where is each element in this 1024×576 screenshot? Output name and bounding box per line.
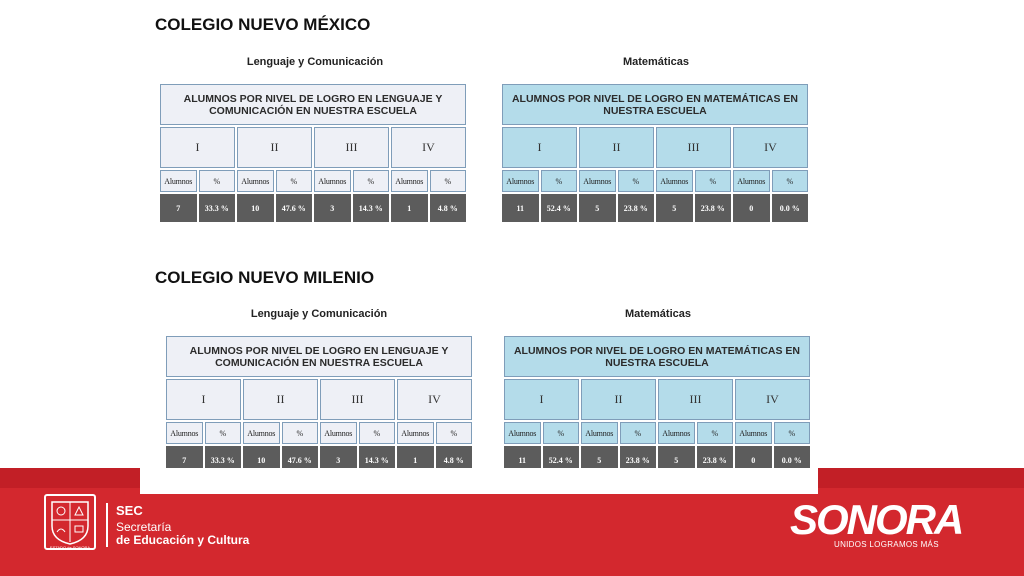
sonora-logo: SONORA <box>790 496 964 543</box>
results-table-math: ALUMNOS POR NIVEL DE LOGRO EN MATEMÁTICA… <box>500 82 810 224</box>
sub-header-cell: Alumnos <box>166 422 203 444</box>
sub-header-cell: % <box>694 170 731 192</box>
sub-header-cell: % <box>352 170 389 192</box>
content-tab <box>140 468 818 494</box>
value-cell: 14.3 % <box>352 194 389 222</box>
subject-label-math: Matemáticas <box>622 56 690 68</box>
sub-header-cell: % <box>773 422 810 444</box>
results-table-math: ALUMNOS POR NIVEL DE LOGRO EN MATEMÁTICA… <box>502 334 812 476</box>
level-cell: III <box>656 127 731 168</box>
value-cell: 23.8 % <box>617 194 654 222</box>
sec-divider <box>106 503 108 547</box>
value-cell: 23.8 % <box>694 194 731 222</box>
sub-header-cell: Alumnos <box>733 170 770 192</box>
value-cell: 3 <box>314 194 351 222</box>
sub-header-cell: Alumnos <box>314 170 351 192</box>
table-header: ALUMNOS POR NIVEL DE LOGRO EN LENGUAJE Y… <box>166 336 472 377</box>
sec-subtitle-line1: Secretaría <box>116 520 172 534</box>
level-cell: IV <box>391 127 466 168</box>
level-cell: III <box>314 127 389 168</box>
sub-header-cell: % <box>281 422 318 444</box>
value-cell: 52.4 % <box>540 194 577 222</box>
level-cell: I <box>504 379 579 420</box>
value-cell: 47.6 % <box>275 194 312 222</box>
subject-label-math: Matemáticas <box>624 308 692 320</box>
value-cell: 4.8 % <box>429 194 466 222</box>
sub-header-cell: Alumnos <box>658 422 695 444</box>
level-cell: II <box>579 127 654 168</box>
sub-header-cell: % <box>429 170 466 192</box>
sub-header-cell: % <box>617 170 654 192</box>
subject-label-lang: Lenguaje y Comunicación <box>246 56 384 68</box>
sub-header-cell: Alumnos <box>160 170 197 192</box>
sub-header-cell: % <box>275 170 312 192</box>
sub-header-cell: Alumnos <box>735 422 772 444</box>
value-cell: 5 <box>579 194 616 222</box>
state-seal-logo <box>44 494 96 550</box>
sub-header-cell: Alumnos <box>581 422 618 444</box>
sub-header-cell: Alumnos <box>656 170 693 192</box>
level-cell: II <box>243 379 318 420</box>
sub-header-cell: % <box>204 422 241 444</box>
value-cell: 7 <box>160 194 197 222</box>
results-table-lang: ALUMNOS POR NIVEL DE LOGRO EN LENGUAJE Y… <box>158 82 468 224</box>
sub-header-cell: Alumnos <box>320 422 357 444</box>
level-cell: I <box>166 379 241 420</box>
level-cell: IV <box>733 127 808 168</box>
level-cell: III <box>320 379 395 420</box>
school-title: COLEGIO NUEVO MILENIO <box>155 268 375 287</box>
sub-header-cell: Alumnos <box>237 170 274 192</box>
value-cell: 0 <box>733 194 770 222</box>
sec-subtitle-line2: de Educación y Cultura <box>116 533 250 547</box>
level-cell: II <box>581 379 656 420</box>
sub-header-cell: Alumnos <box>502 170 539 192</box>
table-header: ALUMNOS POR NIVEL DE LOGRO EN MATEMÁTICA… <box>504 336 810 377</box>
table-header: ALUMNOS POR NIVEL DE LOGRO EN LENGUAJE Y… <box>160 84 466 125</box>
subject-label-lang: Lenguaje y Comunicación <box>250 308 388 320</box>
value-cell: 11 <box>502 194 539 222</box>
value-cell: 10 <box>237 194 274 222</box>
table-header: ALUMNOS POR NIVEL DE LOGRO EN MATEMÁTICA… <box>502 84 808 125</box>
level-cell: II <box>237 127 312 168</box>
sec-title: SEC <box>116 503 143 518</box>
sub-header-cell: % <box>619 422 656 444</box>
value-cell: 5 <box>656 194 693 222</box>
seal-label: ESTADO de SONORA <box>49 545 91 550</box>
level-cell: I <box>502 127 577 168</box>
sub-header-cell: % <box>540 170 577 192</box>
sub-header-cell: % <box>696 422 733 444</box>
sub-header-cell: Alumnos <box>243 422 280 444</box>
sub-header-cell: % <box>358 422 395 444</box>
value-cell: 33.3 % <box>198 194 235 222</box>
level-cell: I <box>160 127 235 168</box>
sub-header-cell: Alumnos <box>397 422 434 444</box>
sub-header-cell: Alumnos <box>504 422 541 444</box>
sub-header-cell: % <box>771 170 808 192</box>
sub-header-cell: Alumnos <box>579 170 616 192</box>
level-cell: IV <box>397 379 472 420</box>
results-table-lang: ALUMNOS POR NIVEL DE LOGRO EN LENGUAJE Y… <box>164 334 474 476</box>
level-cell: IV <box>735 379 810 420</box>
seal-emblem-icon <box>51 501 89 545</box>
school-title: COLEGIO NUEVO MÉXICO <box>155 15 371 34</box>
sub-header-cell: Alumnos <box>391 170 428 192</box>
sub-header-cell: % <box>542 422 579 444</box>
value-cell: 1 <box>391 194 428 222</box>
value-cell: 0.0 % <box>771 194 808 222</box>
level-cell: III <box>658 379 733 420</box>
sub-header-cell: % <box>435 422 472 444</box>
sonora-slogan: UNIDOS LOGRAMOS MÁS <box>834 540 939 549</box>
sub-header-cell: % <box>198 170 235 192</box>
